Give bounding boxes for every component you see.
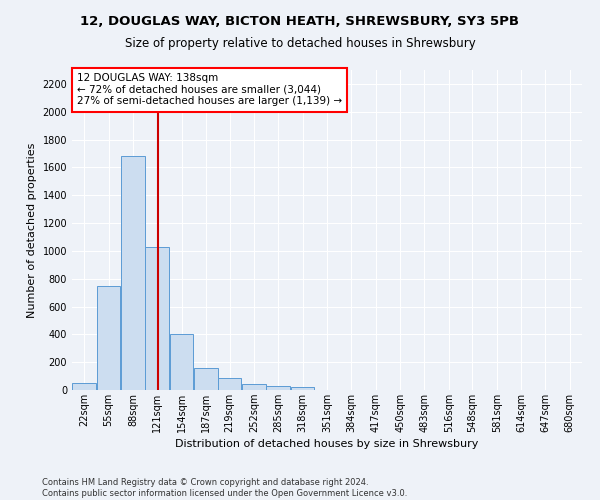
Text: Size of property relative to detached houses in Shrewsbury: Size of property relative to detached ho… [125, 38, 475, 51]
Bar [145, 246, 169, 390]
Bar [121, 156, 145, 390]
Y-axis label: Number of detached properties: Number of detached properties [27, 142, 37, 318]
Bar [97, 286, 121, 390]
Bar [194, 368, 218, 390]
Text: Contains HM Land Registry data © Crown copyright and database right 2024.
Contai: Contains HM Land Registry data © Crown c… [42, 478, 407, 498]
Text: 12, DOUGLAS WAY, BICTON HEATH, SHREWSBURY, SY3 5PB: 12, DOUGLAS WAY, BICTON HEATH, SHREWSBUR… [80, 15, 520, 28]
Bar [266, 386, 290, 390]
X-axis label: Distribution of detached houses by size in Shrewsbury: Distribution of detached houses by size … [175, 439, 479, 449]
Text: 12 DOUGLAS WAY: 138sqm
← 72% of detached houses are smaller (3,044)
27% of semi-: 12 DOUGLAS WAY: 138sqm ← 72% of detached… [77, 73, 342, 106]
Bar [218, 378, 241, 390]
Bar [291, 387, 314, 390]
Bar [242, 384, 266, 390]
Bar [73, 383, 96, 390]
Bar [170, 334, 193, 390]
